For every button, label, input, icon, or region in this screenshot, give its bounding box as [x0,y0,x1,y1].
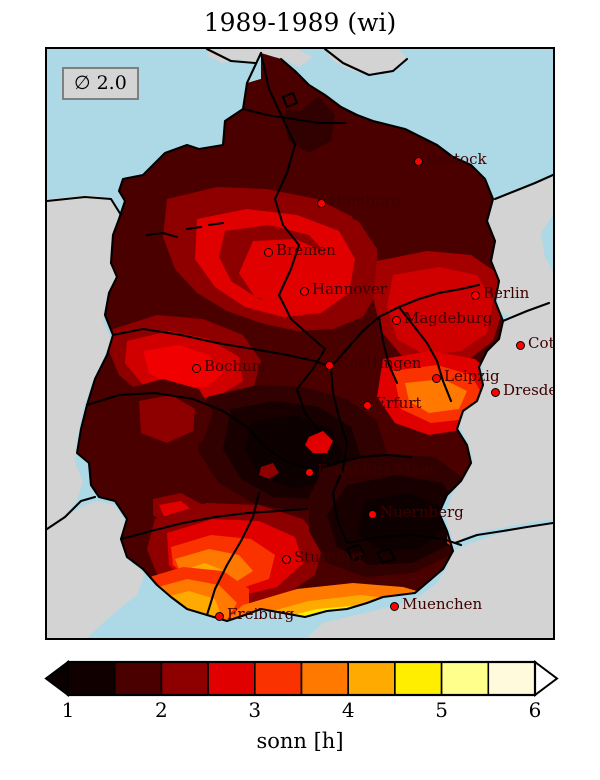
city-dot-icon [215,612,224,621]
city-dot-icon [392,316,401,325]
colorbar-tick-4: 4 [341,698,355,722]
city-label: Freiburg [227,605,295,623]
city-label: Berlin [483,284,530,302]
city-label: Frankfurt Main [317,461,435,479]
city-dot-icon [325,361,334,370]
city-dot-icon [390,602,399,611]
city-label: Cottbus [528,334,555,352]
colorbar-segment-9[interactable] [487,661,536,696]
city-dot-icon [317,199,326,208]
city-dot-icon [282,555,291,564]
colorbar-segment-3[interactable] [207,661,256,696]
borders-and-coastlines [47,49,553,623]
page-title: 1989-1989 (wi) [203,8,397,37]
city-label: Nuernberg [380,503,464,521]
city-label: Goettingen [337,354,422,372]
colorbar-segment-7[interactable] [394,661,443,696]
city-label: Bremen [276,241,336,259]
city-label: Magdeburg [404,309,493,327]
city-dot-icon [192,364,201,373]
colorbar-under-arrow [44,660,69,697]
city-dot-icon [516,341,525,350]
colorbar-tick-3: 3 [248,698,262,722]
city-label: Erfurt [375,394,422,412]
city-label: Stuttgart [294,548,364,566]
map-axes[interactable]: ∅ 2.0 Rostock Hamburg Bremen Hannover Berlin… [45,47,555,640]
city-label: Hannover [312,280,387,298]
mean-annotation-text: ∅ 2.0 [74,72,127,94]
colorbar-over-arrow [534,660,559,697]
colorbar-segment-2[interactable] [160,661,209,696]
map-contour-plot [47,49,553,638]
city-label: Dresden [503,381,553,399]
colorbar-swatches[interactable] [0,652,600,702]
colorbar-frame [66,660,537,697]
city-dot-icon [300,287,309,296]
colorbar-segment-6[interactable] [347,661,396,696]
colorbar-tick-labels: 1 2 3 4 5 6 [0,698,600,726]
city-label: Leipzig [444,367,500,385]
city-dot-icon [368,510,377,519]
city-label: Rostock [426,150,487,168]
colorbar-tick-2: 2 [155,698,168,722]
mean-annotation-box: ∅ 2.0 [62,67,139,100]
city-dot-icon [432,374,441,383]
colorbar-segment-5[interactable] [300,661,350,696]
city-dot-icon [414,157,423,166]
colorbar-segment-8[interactable] [440,661,490,696]
city-dot-icon [471,291,480,300]
colorbar-tick-5: 5 [435,698,448,722]
colorbar[interactable]: 1 2 3 4 5 6 sonn [h] [0,652,600,780]
city-dot-icon [491,388,500,397]
colorbar-tick-6: 6 [528,698,542,722]
city-label: Hamburg [329,192,402,210]
colorbar-segment-1[interactable] [113,661,163,696]
city-dot-icon [264,248,273,257]
colorbar-tick-1: 1 [61,698,75,722]
city-dot-icon [363,401,372,410]
city-label: Muenchen [402,595,483,613]
neighbour-landmass [47,49,553,638]
colorbar-axis-label: sonn [h] [256,729,344,753]
colorbar-segment-0[interactable] [67,661,116,696]
colorbar-segment-4[interactable] [254,661,303,696]
city-label: Bochum [204,357,266,375]
city-dot-icon [305,468,314,477]
